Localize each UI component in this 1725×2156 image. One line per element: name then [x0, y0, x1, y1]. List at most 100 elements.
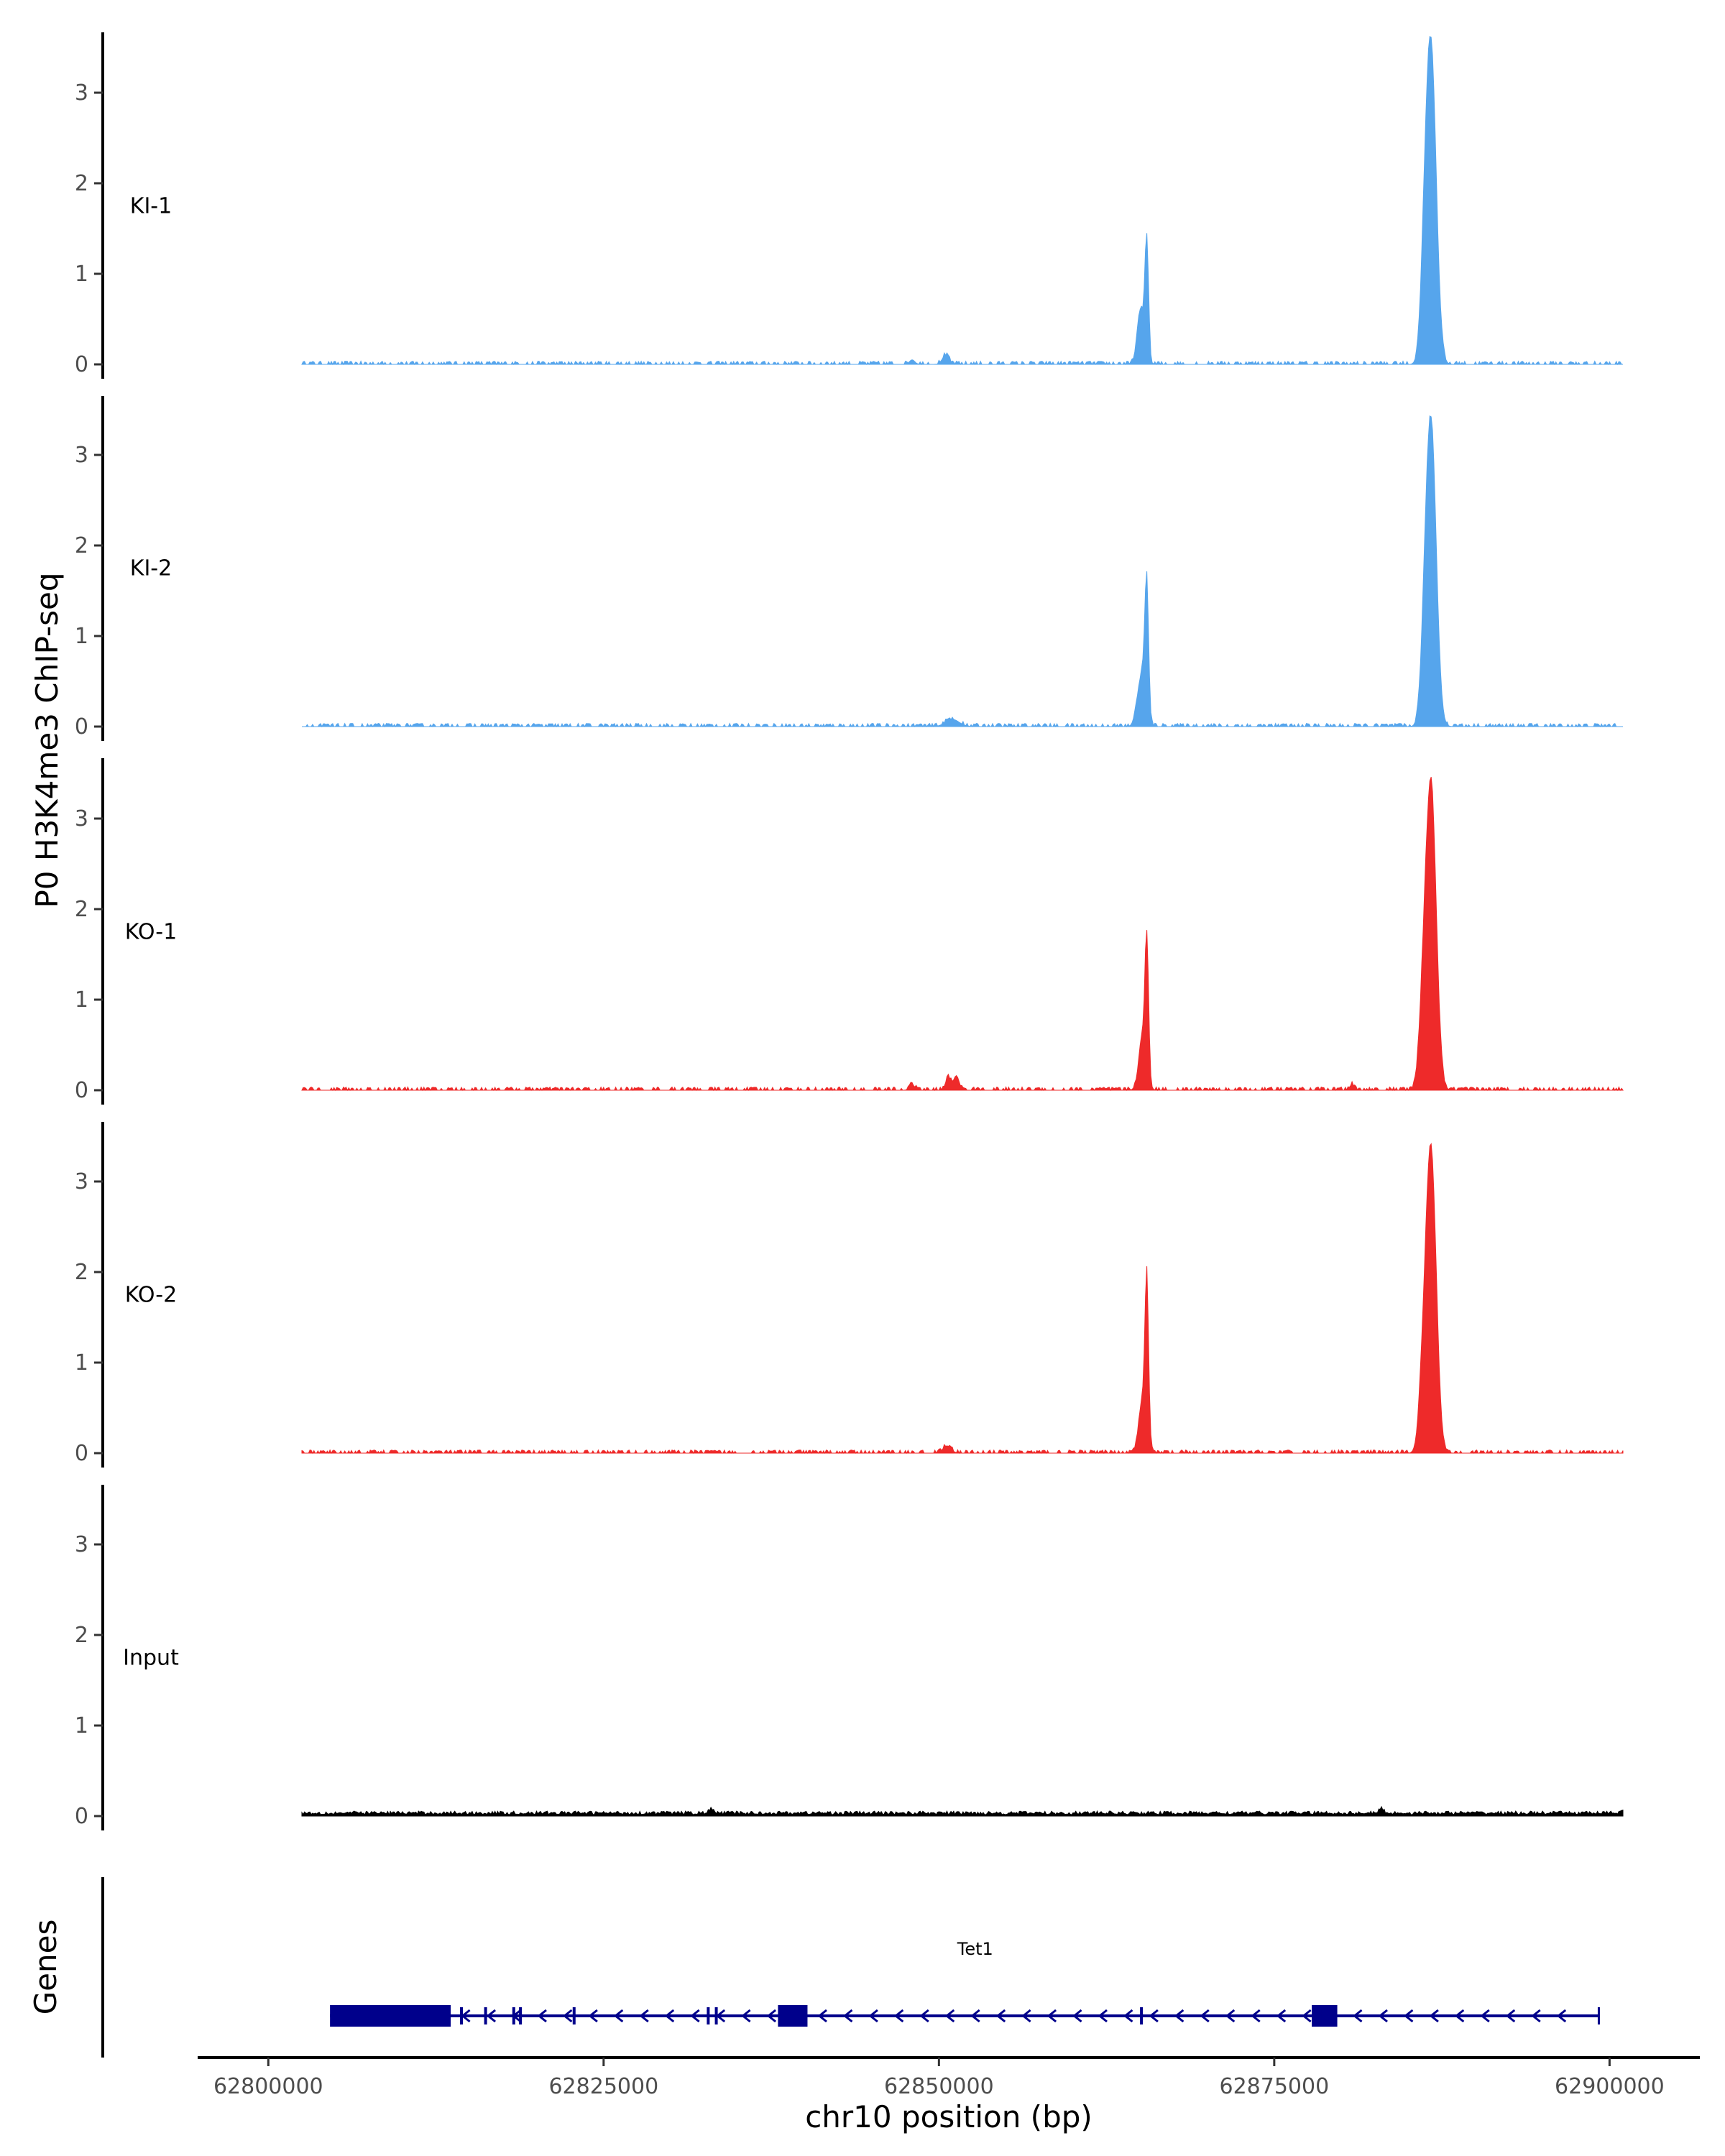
strand-arrow	[1174, 2009, 1184, 2023]
gene-exon	[1140, 2007, 1144, 2024]
strand-arrow	[1200, 2009, 1210, 2023]
strand-arrow	[1021, 2009, 1031, 2023]
strand-arrow	[817, 2009, 827, 2023]
gene-exon	[1321, 2007, 1325, 2024]
signal-area-ki-1	[301, 36, 1623, 366]
x-axis: 62800000 62825000 62850000 62875000 62900000	[198, 2056, 1700, 2099]
x-tick-label: 62825000	[548, 2074, 658, 2099]
gene-exon	[714, 2007, 718, 2024]
strand-arrow	[639, 2009, 649, 2023]
strand-arrow	[1123, 2009, 1133, 2023]
y-tick-label: 2	[75, 1623, 88, 1648]
y-axis-title: P0 H3K4me3 ChIP-seq	[29, 572, 65, 908]
strand-arrow	[1072, 2009, 1082, 2023]
y-tick-label: 3	[75, 443, 88, 468]
tracks-layer: 0 1 2 3 KI-1 0 1 2 3 KI-2 0 1 2 3 KO-1 0 1 2 3 KO-2 0 1 2 3 Inpu…	[75, 32, 1624, 1830]
strand-arrow	[1505, 2009, 1516, 2023]
strand-arrow	[741, 2009, 751, 2023]
strand-arrow	[944, 2009, 955, 2023]
strand-arrow	[1378, 2009, 1388, 2023]
strand-arrow	[664, 2009, 675, 2023]
strand-arrow	[919, 2009, 929, 2023]
signal-area-input	[301, 1805, 1624, 1817]
signal-area-ki-2	[302, 415, 1623, 728]
y-tick-label: 2	[75, 533, 88, 558]
gene-exon-block	[1312, 2005, 1338, 2027]
track-label: Input	[123, 1646, 179, 1671]
strand-arrow	[1149, 2009, 1159, 2023]
y-tick-label: 2	[75, 897, 88, 922]
strand-arrow	[893, 2009, 904, 2023]
gene-name-label: Tet1	[957, 1939, 993, 1959]
signal-area-ko-2	[301, 1143, 1624, 1455]
y-tick-label: 1	[75, 624, 88, 649]
y-tick-label: 0	[75, 1804, 88, 1829]
y-tick-label: 3	[75, 1169, 88, 1194]
x-tick-label: 62800000	[213, 2074, 323, 2099]
strand-arrow	[613, 2009, 624, 2023]
y-tick-label: 1	[75, 262, 88, 287]
track-label: KO-1	[125, 920, 177, 945]
y-tick-label: 3	[75, 1532, 88, 1557]
gene-exon	[484, 2007, 487, 2024]
track-panel-ko-1: 0 1 2 3 KO-1	[75, 758, 1624, 1105]
track-panel-ki-2: 0 1 2 3 KI-2	[75, 396, 1623, 741]
signal-area-ko-1	[301, 777, 1624, 1092]
track-panel-ko-2: 0 1 2 3 KO-2	[75, 1122, 1624, 1468]
strand-arrow	[766, 2009, 777, 2023]
y-tick-label: 2	[75, 1260, 88, 1285]
genes-panel-title: Genes	[28, 1920, 63, 2015]
x-tick-label: 62900000	[1555, 2074, 1665, 2099]
strand-arrow	[1353, 2009, 1363, 2023]
gene-exon	[512, 2007, 515, 2024]
strand-arrow	[690, 2009, 700, 2023]
strand-arrow	[1454, 2009, 1465, 2023]
track-label: KI-1	[130, 194, 172, 219]
y-tick-label: 0	[75, 352, 88, 377]
y-tick-label: 0	[75, 714, 88, 740]
strand-arrow	[588, 2009, 598, 2023]
y-tick-label: 1	[75, 987, 88, 1013]
x-axis-title: chr10 position (bp)	[805, 2099, 1092, 2134]
strand-arrow	[486, 2009, 497, 2023]
y-tick-label: 3	[75, 806, 88, 831]
track-label: KI-2	[130, 556, 172, 581]
strand-arrow	[563, 2009, 573, 2023]
y-tick-label: 1	[75, 1350, 88, 1376]
gene-exon	[572, 2007, 576, 2024]
strand-arrow	[1251, 2009, 1261, 2023]
strand-arrow	[1480, 2009, 1490, 2023]
strand-arrow	[843, 2009, 853, 2023]
gene-exon	[519, 2007, 523, 2024]
strand-arrow	[1302, 2009, 1312, 2023]
y-tick-label: 1	[75, 1713, 88, 1738]
y-tick-label: 2	[75, 171, 88, 196]
track-panel-ki-1: 0 1 2 3 KI-1	[75, 32, 1623, 379]
y-tick-label: 0	[75, 1441, 88, 1466]
strand-arrow	[1404, 2009, 1414, 2023]
strand-arrow	[1429, 2009, 1439, 2023]
y-tick-label: 3	[75, 80, 88, 106]
track-label: KO-2	[125, 1283, 177, 1308]
strand-arrow	[1225, 2009, 1236, 2023]
strand-arrow	[970, 2009, 980, 2023]
strand-arrow	[1098, 2009, 1108, 2023]
gene-exon	[707, 2007, 710, 2024]
strand-arrow	[1556, 2009, 1567, 2023]
gene-exon-block	[778, 2005, 808, 2027]
track-panel-input: 0 1 2 3 Input	[75, 1485, 1624, 1830]
strand-arrow	[868, 2009, 878, 2023]
x-tick-label: 62850000	[884, 2074, 994, 2099]
strand-arrow	[537, 2009, 547, 2023]
gene-utr-block	[330, 2005, 451, 2027]
gene-exon	[460, 2007, 464, 2024]
gene-exon	[787, 2007, 791, 2024]
x-tick-label: 62875000	[1220, 2074, 1330, 2099]
y-tick-label: 0	[75, 1078, 88, 1103]
strand-arrow	[1046, 2009, 1057, 2023]
strand-arrow	[1276, 2009, 1287, 2023]
strand-arrow	[995, 2009, 1006, 2023]
genes-panel: Genes Tet1	[28, 1877, 1600, 2058]
strand-arrow	[1531, 2009, 1541, 2023]
